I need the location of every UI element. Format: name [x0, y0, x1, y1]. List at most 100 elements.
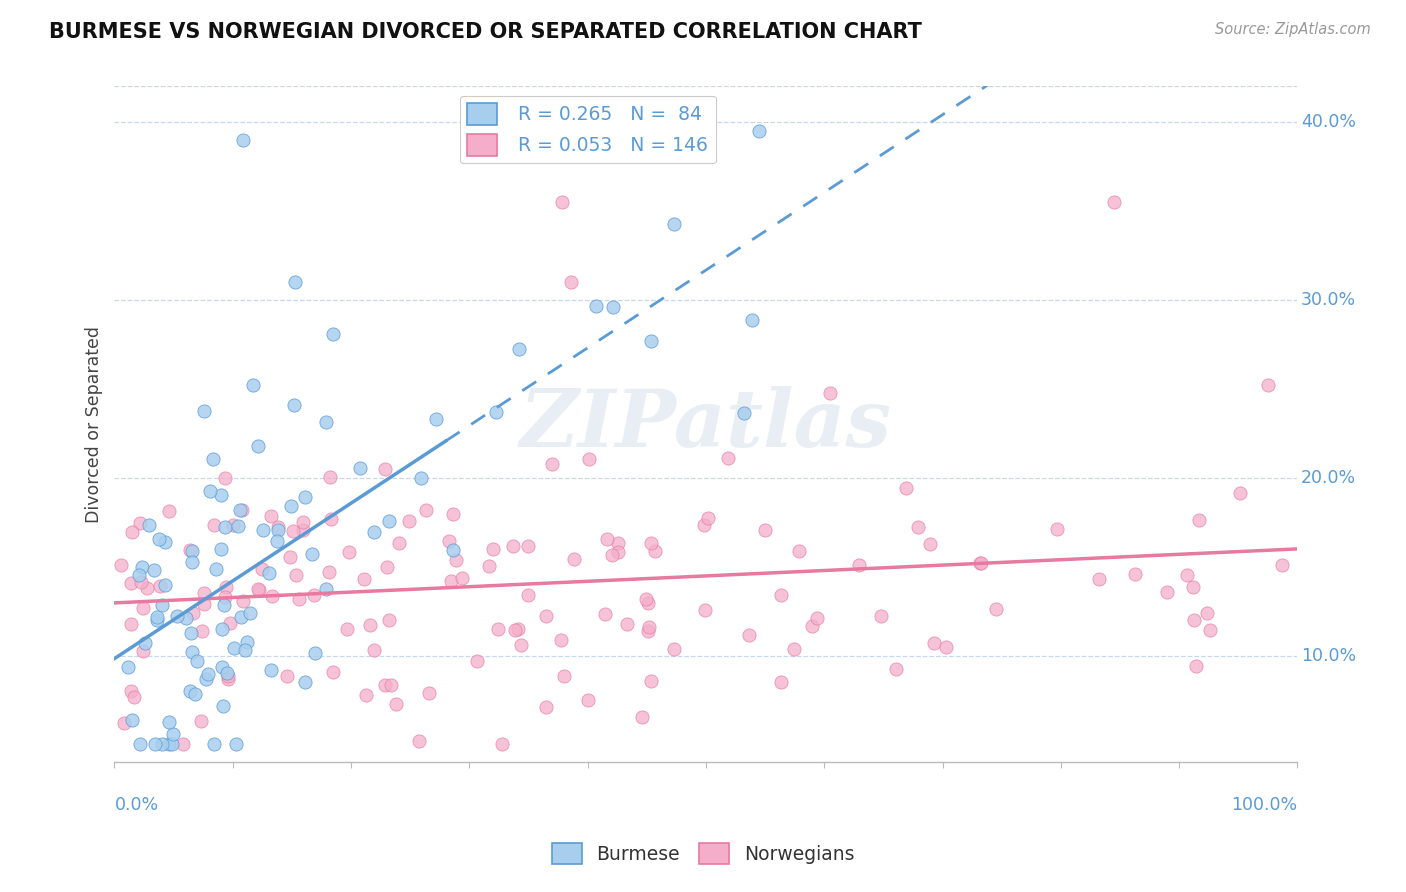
Point [425, 411, 447, 425]
Point [378, 613, 401, 627]
Point [693, 518, 716, 533]
Point [236, 635, 259, 649]
Point [226, 519, 249, 533]
Point [242, 378, 264, 392]
Point [550, 194, 572, 209]
Point [128, 568, 150, 582]
Point [319, 470, 342, 484]
Point [359, 618, 381, 632]
Point [1175, 567, 1198, 582]
Point [441, 542, 464, 557]
Point [560, 275, 582, 289]
Point [217, 666, 239, 681]
Point [385, 698, 408, 712]
Point [233, 642, 256, 657]
Point [148, 532, 170, 546]
Point [465, 654, 488, 668]
Text: 40.0%: 40.0% [1301, 113, 1355, 131]
Point [741, 313, 763, 327]
Point [884, 663, 907, 677]
Point [186, 654, 208, 668]
Point [491, 738, 513, 752]
Point [637, 624, 659, 638]
Point [201, 452, 224, 467]
Point [637, 596, 659, 610]
Point [231, 502, 253, 516]
Point [120, 683, 142, 698]
Point [202, 738, 225, 752]
Point [180, 644, 202, 658]
Point [1229, 486, 1251, 500]
Point [1182, 613, 1205, 627]
Y-axis label: Divorced or Separated: Divorced or Separated [86, 326, 103, 523]
Point [304, 646, 326, 660]
Point [409, 471, 432, 485]
Point [214, 590, 236, 604]
Point [607, 545, 630, 559]
Point [134, 636, 156, 650]
Point [536, 700, 558, 714]
Point [638, 620, 661, 634]
Text: 0.0%: 0.0% [114, 796, 159, 814]
Point [122, 690, 145, 705]
Point [215, 580, 238, 594]
Point [212, 599, 235, 613]
Point [662, 217, 685, 231]
Point [267, 520, 290, 534]
Point [553, 668, 575, 682]
Point [260, 589, 283, 603]
Point [138, 517, 160, 532]
Point [292, 515, 315, 529]
Point [540, 457, 562, 471]
Point [246, 439, 269, 453]
Point [697, 510, 720, 524]
Point [179, 684, 201, 698]
Point [153, 535, 176, 549]
Point [120, 616, 142, 631]
Point [250, 562, 273, 576]
Point [318, 566, 340, 580]
Point [789, 544, 811, 558]
Point [214, 520, 236, 534]
Text: BURMESE VS NORWEGIAN DIVORCED OR SEPARATED CORRELATION CHART: BURMESE VS NORWEGIAN DIVORCED OR SEPARAT… [49, 22, 922, 42]
Point [508, 342, 530, 356]
Point [662, 642, 685, 657]
Point [149, 579, 172, 593]
Point [301, 547, 323, 561]
Point [193, 404, 215, 418]
Point [374, 462, 396, 476]
Point [214, 471, 236, 485]
Point [252, 524, 274, 538]
Point [1102, 194, 1125, 209]
Point [485, 405, 508, 419]
Legend: Burmese, Norwegians: Burmese, Norwegians [544, 835, 862, 871]
Point [131, 574, 153, 589]
Point [1198, 624, 1220, 638]
Point [770, 675, 793, 690]
Point [631, 710, 654, 724]
Point [918, 537, 941, 551]
Point [593, 607, 616, 621]
Point [437, 534, 460, 549]
Point [644, 544, 666, 558]
Point [315, 415, 337, 429]
Point [128, 738, 150, 752]
Point [219, 615, 242, 630]
Point [607, 536, 630, 550]
Point [193, 585, 215, 599]
Point [162, 727, 184, 741]
Point [1088, 573, 1111, 587]
Point [733, 406, 755, 420]
Point [183, 687, 205, 701]
Point [157, 504, 180, 518]
Point [578, 452, 600, 467]
Point [322, 327, 344, 342]
Point [482, 541, 505, 556]
Point [506, 622, 529, 636]
Point [1181, 580, 1204, 594]
Point [363, 525, 385, 540]
Point [1271, 558, 1294, 572]
Point [143, 738, 166, 752]
Point [353, 572, 375, 586]
Point [516, 588, 538, 602]
